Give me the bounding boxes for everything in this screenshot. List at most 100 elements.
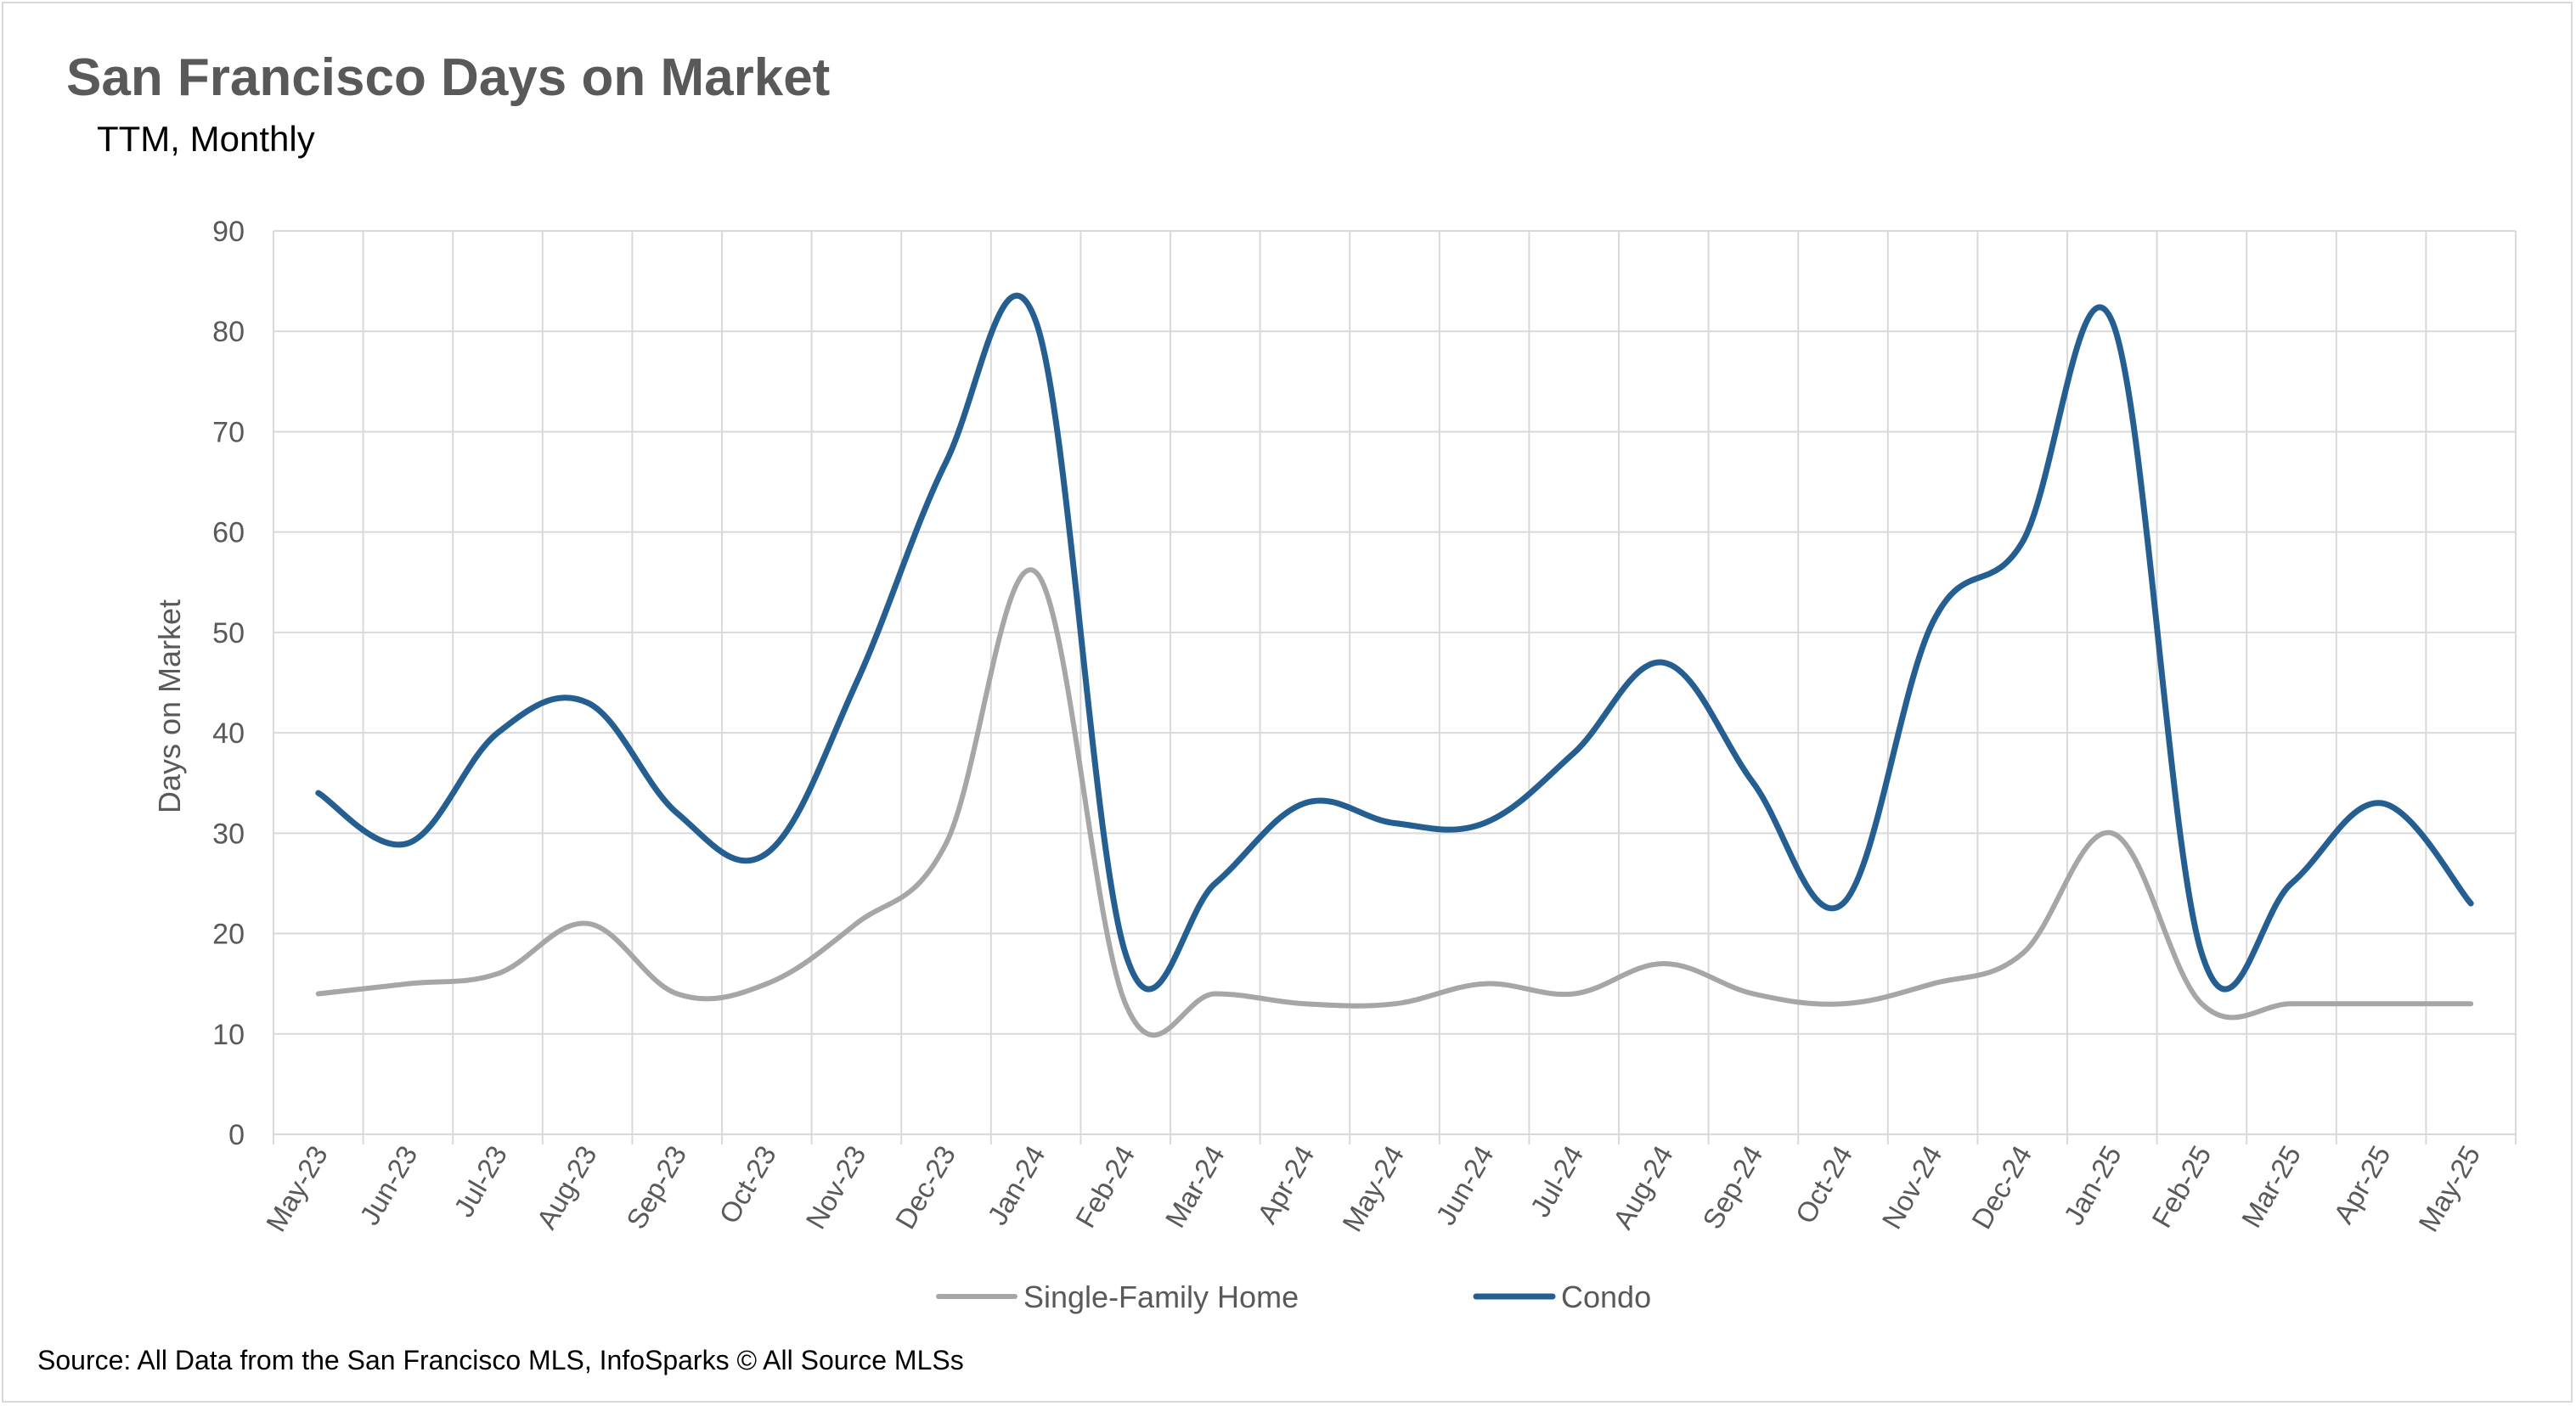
data-point-single-family-home [2289,1001,2294,1006]
x-tick-label: Apr-25 [2327,1140,2397,1229]
x-tick-label: Aug-23 [530,1140,602,1234]
y-tick-label: 70 [212,416,245,448]
data-point-single-family-home [316,991,321,996]
data-point-single-family-home [674,991,679,996]
data-point-condo [854,680,859,685]
data-point-single-family-home [585,921,590,926]
data-point-single-family-home [764,981,769,987]
data-point-single-family-home [1302,1001,1307,1006]
data-point-single-family-home [1392,1001,1397,1006]
y-tick-label: 80 [212,316,245,348]
y-tick-label: 40 [212,717,245,750]
data-point-condo [674,811,679,816]
x-tick-label: Jan-24 [981,1140,1051,1230]
data-point-condo [1213,880,1218,886]
data-point-condo [944,459,949,464]
x-tick-label: Nov-24 [1875,1140,1948,1234]
x-tick-label: Mar-24 [1159,1140,1231,1233]
data-point-condo [1302,801,1307,806]
x-tick-label: Nov-23 [799,1140,871,1234]
x-tick-label: Dec-24 [1965,1140,2038,1234]
y-tick-label: 50 [212,617,245,650]
data-point-single-family-home [1123,1001,1128,1006]
x-tick-label: Feb-24 [1069,1140,1141,1233]
x-tick-label: Jun-23 [353,1140,423,1230]
data-point-condo [1123,951,1128,956]
chart-title: San Francisco Days on Market [66,48,831,107]
data-point-single-family-home [2020,951,2025,956]
y-axis-label: Days on Market [152,599,187,813]
data-point-single-family-home [2379,1001,2384,1006]
x-tick-label: May-24 [1336,1140,1410,1237]
y-tick-label: 20 [212,919,245,951]
series-line-single-family-home [315,567,2474,1038]
data-point-condo [405,841,410,846]
data-point-single-family-home [2468,1001,2473,1006]
chart-subtitle: TTM, Monthly [97,119,315,159]
data-point-condo [2020,539,2025,544]
x-tick-label: Dec-23 [889,1140,961,1234]
data-point-condo [2468,901,2473,906]
data-point-single-family-home [1661,961,1666,966]
y-axis-ticks: 0 10 20 30 40 50 60 70 80 90 [212,216,245,1151]
data-point-single-family-home [1482,981,1487,987]
data-point-condo [2289,880,2294,886]
data-point-single-family-home [1840,1001,1846,1006]
y-tick-label: 0 [228,1119,245,1151]
y-tick-label: 90 [212,216,245,248]
x-tick-label: Oct-23 [713,1140,782,1229]
x-tick-label: Aug-24 [1607,1140,1679,1234]
x-axis-ticks: May-23 Jun-23 Jul-23 Aug-23 Sep-23 Oct-23 Nov-… [260,1140,2486,1237]
series-line-condo [315,292,2474,993]
y-tick-label: 30 [212,818,245,850]
data-point-condo [316,790,321,796]
data-point-condo [585,700,590,706]
data-point-single-family-home [495,971,500,976]
y-tick-label: 10 [212,1019,245,1051]
data-point-single-family-home [2199,1001,2204,1006]
data-point-single-family-home [1034,570,1039,575]
data-point-single-family-home [1571,991,1576,996]
data-point-condo [1661,660,1666,665]
data-point-single-family-home [854,921,859,926]
data-point-condo [1840,901,1846,906]
gridlines [273,230,2517,1144]
data-point-single-family-home [2110,830,2115,835]
data-point-condo [1482,821,1487,826]
legend-label: Single-Family Home [1023,1279,1299,1314]
x-tick-label: Apr-24 [1251,1140,1321,1229]
legend-label: Condo [1561,1279,1651,1314]
y-tick-label: 60 [212,517,245,549]
data-point-condo [2199,951,2204,956]
data-point-condo [1392,821,1397,826]
x-tick-label: Feb-25 [2145,1140,2217,1233]
x-tick-label: Sep-24 [1696,1140,1768,1234]
source-note: Source: All Data from the San Francisco … [37,1345,964,1375]
data-point-condo [1034,318,1039,323]
x-tick-label: Jun-24 [1429,1140,1499,1230]
legend: Single-Family Home Condo [936,1279,1651,1314]
data-point-single-family-home [405,981,410,987]
x-tick-label: Mar-25 [2235,1140,2307,1233]
data-point-single-family-home [1931,981,1936,987]
data-point-condo [2110,318,2115,323]
x-tick-label: Jul-23 [448,1140,513,1222]
x-tick-label: Sep-23 [620,1140,692,1234]
data-point-condo [764,851,769,856]
data-point-single-family-home [944,841,949,846]
x-tick-label: Oct-24 [1789,1140,1858,1229]
data-point-condo [2379,801,2384,806]
x-tick-label: Jan-25 [2057,1140,2127,1230]
data-point-single-family-home [1213,991,1218,996]
series-lines [315,292,2474,1038]
data-point-condo [1750,780,1756,785]
data-point-single-family-home [1750,991,1756,996]
data-point-condo [1931,620,1936,625]
data-point-condo [495,730,500,735]
x-tick-label: May-25 [2412,1140,2486,1237]
x-tick-label: Jul-24 [1524,1140,1589,1222]
data-point-condo [1571,751,1576,756]
x-tick-label: May-23 [260,1140,334,1237]
